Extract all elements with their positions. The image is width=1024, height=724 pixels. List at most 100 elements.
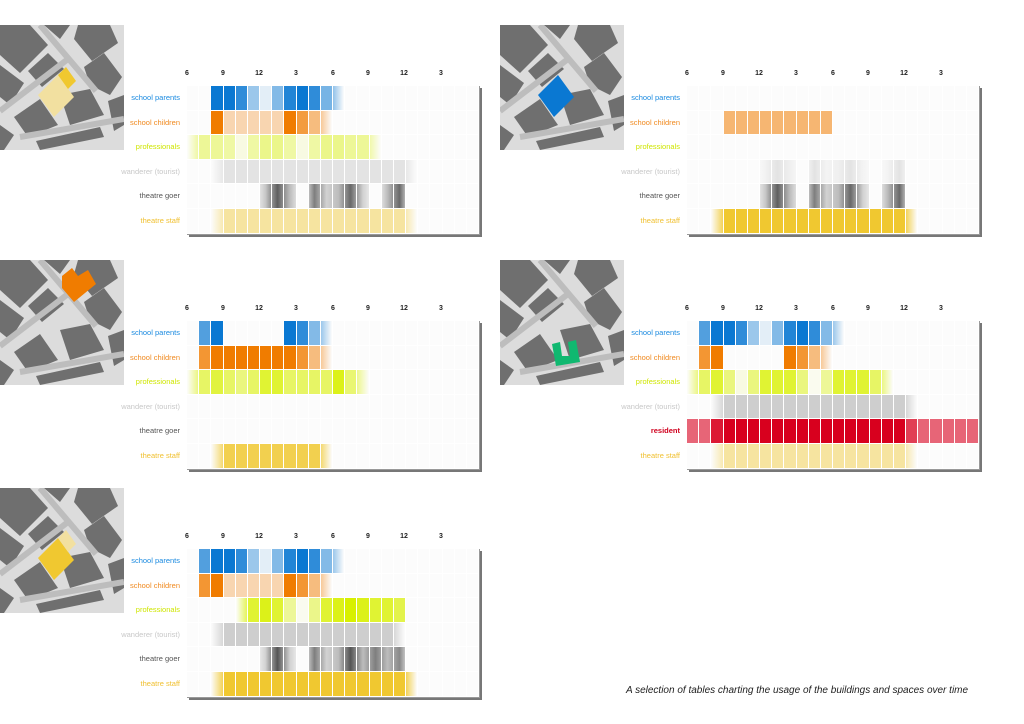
time-tick-label: 9: [366, 305, 370, 312]
hour-cell: [235, 598, 248, 623]
hour-cell: [406, 159, 419, 185]
hour-cell: [296, 370, 309, 395]
hour-cell: [357, 321, 370, 346]
hour-cell: [333, 672, 346, 697]
row-label: school children: [629, 352, 680, 362]
hour-cell: [430, 184, 443, 209]
hour-cell: [881, 345, 894, 371]
hour-cell: [711, 370, 724, 395]
hour-cell: [699, 419, 712, 444]
hour-cell: [723, 135, 736, 160]
time-tick-label: 6: [185, 70, 189, 77]
hour-cell: [430, 598, 443, 623]
hour-cell: [235, 209, 248, 234]
row-label: theatre staff: [640, 216, 680, 225]
hour-cell: [406, 184, 419, 209]
hour-cell: [393, 159, 407, 185]
hour-cell: [869, 159, 882, 185]
hour-cell: [369, 321, 382, 346]
hour-cell: [199, 345, 212, 371]
hour-cell: [369, 672, 382, 697]
hour-cell: [430, 86, 443, 111]
hour-cell: [260, 672, 273, 697]
time-tick-label: 6: [185, 533, 189, 540]
hour-cell: [820, 370, 834, 395]
hour-cell: [320, 86, 334, 111]
hour-cell: [211, 135, 224, 160]
hour-cell: [333, 321, 346, 346]
usage-row: [187, 549, 480, 574]
hour-cell: [430, 110, 443, 136]
hour-cell: [760, 86, 773, 111]
hour-cell: [466, 86, 480, 111]
hour-cell: [211, 549, 224, 574]
hour-cell: [954, 184, 967, 209]
hour-cell: [406, 419, 419, 444]
hour-cell: [820, 184, 834, 209]
usage-row: [687, 419, 980, 444]
hour-cell: [454, 135, 467, 160]
hour-cell: [345, 394, 358, 420]
hour-cell: [466, 598, 480, 623]
hour-cell: [845, 135, 858, 160]
hour-cell: [247, 135, 261, 160]
hour-cell: [966, 86, 980, 111]
hour-cell: [857, 394, 870, 420]
hour-cell: [784, 321, 797, 346]
hour-cell: [833, 86, 846, 111]
hour-cell: [272, 573, 285, 599]
hour-cell: [369, 394, 382, 420]
hour-cell: [906, 321, 919, 346]
hour-cell: [235, 370, 248, 395]
hour-cell: [333, 86, 346, 111]
hour-cell: [296, 209, 309, 234]
hour-cell: [187, 321, 200, 346]
hour-cell: [418, 110, 431, 136]
hour-cell: [466, 549, 480, 574]
hour-cell: [320, 444, 334, 469]
hour-cell: [284, 647, 297, 672]
hour-cell: [308, 622, 321, 648]
hour-cell: [869, 110, 882, 136]
hour-cell: [857, 345, 870, 371]
hour-cell: [833, 394, 846, 420]
site-map-image: [500, 25, 624, 150]
hour-cell: [735, 184, 748, 209]
hour-cell: [199, 549, 212, 574]
hour-cell: [393, 110, 407, 136]
hour-cell: [284, 672, 297, 697]
time-tick-label: 3: [439, 533, 443, 540]
hour-cell: [747, 321, 761, 346]
hour-cell: [966, 209, 980, 234]
usage-panel: 6 9 12 3 6 9 12 3 school parents school children p…: [0, 0, 490, 235]
hour-cell: [808, 321, 821, 346]
hour-cell: [747, 345, 761, 371]
hour-cell: [881, 184, 894, 209]
time-tick-label: 6: [685, 70, 689, 77]
hour-cell: [308, 135, 321, 160]
hour-cell: [735, 159, 748, 185]
hour-cell: [308, 444, 321, 469]
hour-cell: [308, 549, 321, 574]
hour-cell: [211, 159, 224, 185]
hour-cell: [296, 184, 309, 209]
usage-row: [687, 86, 980, 111]
hour-cell: [393, 321, 407, 346]
time-tick-label: 3: [439, 70, 443, 77]
hour-cell: [320, 647, 334, 672]
hour-cell: [711, 159, 724, 185]
hour-cell: [966, 321, 980, 346]
hour-cell: [272, 549, 285, 574]
hour-cell: [760, 135, 773, 160]
hour-cell: [930, 444, 943, 469]
hour-cell: [869, 86, 882, 111]
figure-caption: A selection of tables charting the usage…: [626, 685, 969, 696]
hour-cell: [357, 672, 370, 697]
hour-cell: [942, 110, 955, 136]
hour-cell: [845, 345, 858, 371]
hour-cell: [918, 184, 931, 209]
usage-grid: [187, 549, 480, 698]
hour-cell: [345, 419, 358, 444]
hour-cell: [747, 394, 761, 420]
usage-panel: 6 9 12 3 6 9 12 3 school parents school children p…: [500, 235, 990, 470]
